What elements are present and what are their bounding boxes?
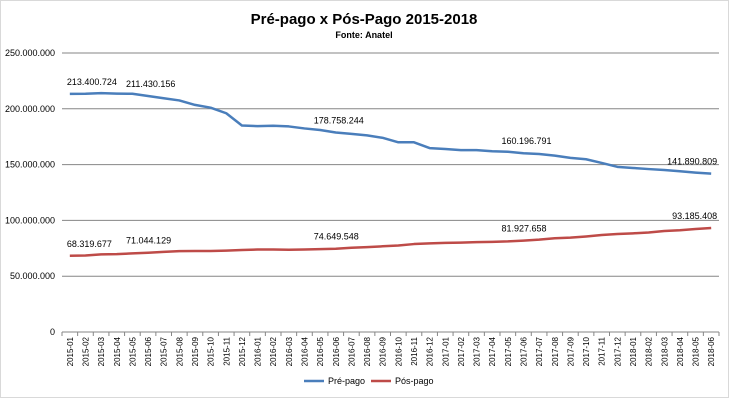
data-labels: 213.400.724 211.430.156 178.758.244 160.196…	[67, 77, 717, 249]
x-tick-label: 2017-11	[598, 336, 607, 365]
data-label: 81.927.658	[501, 224, 546, 234]
legend: Pré-pago Pós-pago	[304, 376, 434, 386]
data-label: 141.890.809	[667, 157, 717, 167]
x-tick-label: 2017-02	[457, 336, 466, 366]
y-tick-label: 200.000.000	[5, 104, 55, 114]
series-layer	[69, 91, 712, 258]
x-tick-label: 2015-12	[238, 336, 247, 366]
data-label: 68.319.677	[67, 239, 112, 249]
x-tick-label: 2017-05	[504, 336, 513, 366]
x-tick-label: 2016-12	[426, 336, 435, 366]
grid-layer	[62, 52, 719, 333]
x-axis: 2015-01 2015-02 2015-03 2015-04 2015-05 2015-…	[61, 332, 720, 366]
x-tick-label: 2016-06	[332, 336, 341, 366]
x-tick-label: 2017-08	[551, 336, 560, 366]
x-tick-label: 2017-12	[613, 336, 622, 366]
x-tick-label: 2016-01	[254, 336, 263, 366]
x-tick-label: 2016-10	[394, 336, 403, 366]
x-tick-label: 2016-09	[379, 336, 388, 366]
chart-subtitle: Fonte: Anatel	[335, 30, 392, 40]
x-tick-label: 2017-04	[488, 336, 497, 366]
x-tick-label: 2015-04	[113, 336, 122, 366]
x-tick-label: 2015-11	[222, 336, 231, 365]
x-tick-label: 2016-02	[269, 336, 278, 366]
series-line-pos-pago	[69, 226, 712, 258]
y-tick-label: 100.000.000	[5, 215, 55, 225]
x-tick-label: 2018-02	[645, 336, 654, 366]
x-tick-label: 2015-03	[97, 336, 106, 366]
x-tick-label: 2017-03	[473, 336, 482, 366]
legend-entry: Pós-pago	[395, 376, 434, 386]
legend-entry: Pré-pago	[328, 376, 365, 386]
y-tick-label: 0	[50, 327, 55, 337]
series-line-pre-pago	[69, 91, 712, 175]
x-tick-label: 2017-07	[535, 336, 544, 366]
y-axis: 0 50.000.000 100.000.000 150.000.000 200.000…	[5, 48, 55, 337]
x-tick-label: 2016-04	[300, 336, 309, 366]
x-tick-label: 2018-06	[707, 336, 716, 366]
x-tick-label: 2015-10	[207, 336, 216, 366]
data-label: 93.185.408	[672, 211, 717, 221]
x-tick-label: 2015-02	[81, 336, 90, 366]
x-tick-label: 2016-05	[316, 336, 325, 366]
x-tick-label: 2015-08	[175, 336, 184, 366]
x-tick-label: 2017-06	[519, 336, 528, 366]
x-tick-label: 2015-01	[66, 336, 75, 366]
x-tick-label: 2018-01	[629, 336, 638, 366]
x-tick-label: 2017-09	[566, 336, 575, 366]
x-tick-label: 2016-07	[347, 336, 356, 366]
x-tick-label: 2016-11	[410, 336, 419, 365]
y-tick-label: 150.000.000	[5, 160, 55, 170]
x-tick-label: 2018-04	[676, 336, 685, 366]
data-label: 160.196.791	[501, 136, 551, 146]
x-tick-label: 2017-10	[582, 336, 591, 366]
data-label: 74.649.548	[314, 232, 359, 242]
y-tick-label: 250.000.000	[5, 48, 55, 58]
x-tick-label: 2015-09	[191, 336, 200, 366]
x-tick-label: 2017-01	[441, 336, 450, 366]
data-label: 178.758.244	[314, 116, 364, 126]
x-tick-label: 2016-08	[363, 336, 372, 366]
x-tick-label: 2016-03	[285, 336, 294, 366]
x-tick-label: 2018-05	[692, 336, 701, 366]
x-tick-label: 2015-07	[160, 336, 169, 366]
y-tick-label: 50.000.000	[10, 271, 55, 281]
x-tick-label: 2015-06	[144, 336, 153, 366]
data-label: 213.400.724	[67, 77, 117, 87]
data-label: 211.430.156	[126, 79, 175, 89]
x-tick-label: 2015-05	[128, 336, 137, 366]
data-label: 71.044.129	[126, 236, 171, 246]
chart-title: Pré-pago x Pós-Pago 2015-2018	[251, 11, 478, 28]
x-tick-label: 2018-03	[660, 336, 669, 366]
